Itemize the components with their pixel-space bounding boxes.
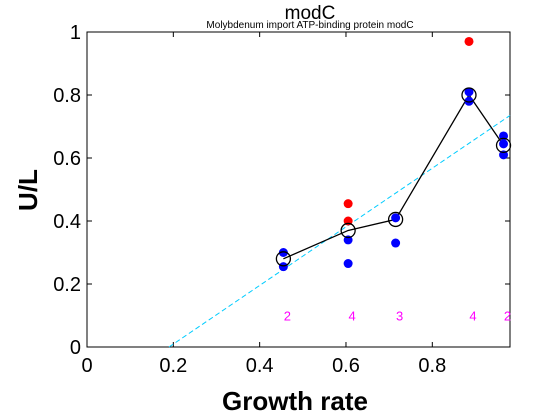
outlier-point [464,36,474,46]
x-tick-label: 0.2 [159,355,187,377]
y-tick-label: 1 [70,22,81,44]
outlier-point [343,199,353,209]
mean-marker [495,137,512,154]
y-axis-label: U/L [13,169,43,211]
x-tick-label: 0.8 [418,355,446,377]
y-tick-label: 0 [70,337,81,359]
x-tick-label: 0.4 [246,355,274,377]
replicate-points [278,87,509,272]
replicate-point [464,96,474,106]
replicate-point [499,139,509,149]
count-label: 2 [284,309,291,324]
y-tick-label: 0.2 [53,274,81,296]
y-axis: 0 0.2 0.4 0.6 0.8 1 [53,22,510,359]
mean-markers [275,87,512,267]
count-label: 4 [349,309,356,324]
mean-marker [461,87,477,103]
y-tick-label: 0.8 [53,85,81,107]
plot-frame [86,31,511,348]
chart-subtitle: Molybdenum import ATP-binding protein mo… [206,20,413,31]
replicate-point [464,87,474,97]
mean-marker [275,251,292,267]
fit-line [168,115,511,348]
chart-title: modC [285,3,336,24]
mean-marker [387,211,404,228]
mean-marker [340,222,356,239]
count-label: 4 [469,309,476,324]
y-tick-label: 0.6 [53,148,81,170]
count-label: 3 [396,309,403,324]
x-tick-label: 0.6 [332,355,360,377]
replicate-point [278,262,288,272]
x-axis-label: Growth rate [222,386,368,416]
x-axis: 0 0.2 0.4 0.6 0.8 [81,32,446,377]
count-labels: 2 4 3 4 2 [284,309,511,324]
count-label: 2 [504,309,511,324]
replicate-point [278,248,288,257]
y-tick-label: 0.4 [53,211,81,233]
replicate-point [343,259,353,269]
replicate-point [391,213,401,223]
replicate-point [391,238,401,248]
x-tick-label: 0 [81,355,92,377]
